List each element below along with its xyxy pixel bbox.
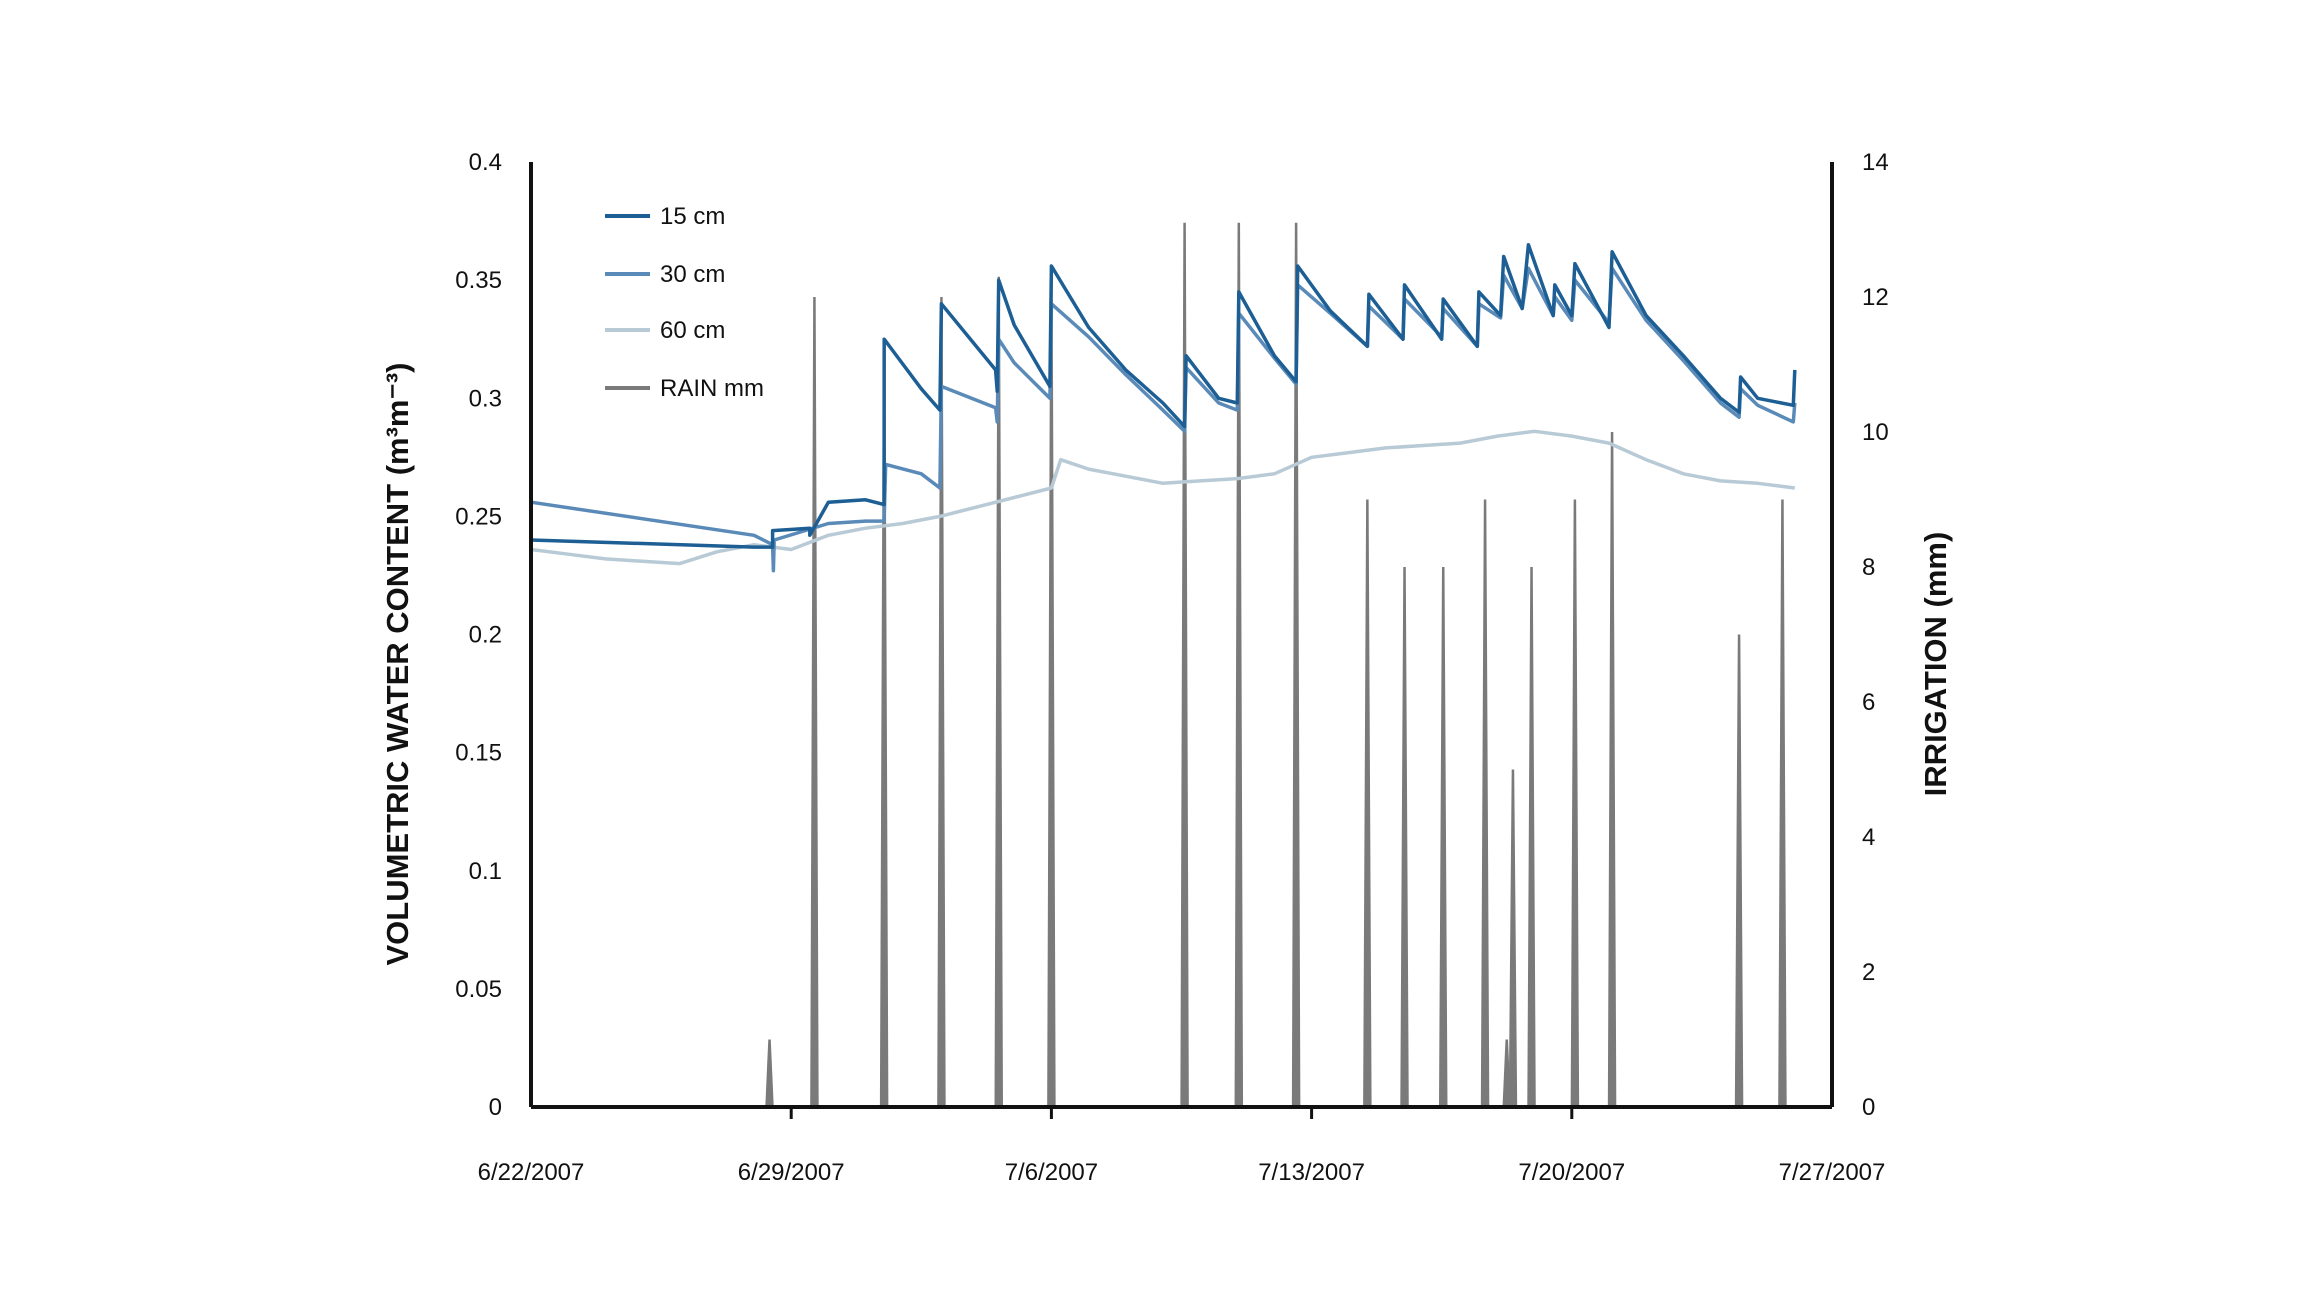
legend-label: 60 cm: [660, 317, 725, 344]
rain-spike: [1480, 499, 1490, 1109]
y2-axis-title: IRRIGATION (mm): [1918, 532, 1953, 797]
rain-spike: [1438, 566, 1448, 1109]
y-tick-label: 0: [489, 1094, 502, 1121]
axes: [529, 162, 1834, 1109]
series-line-60-cm: [530, 429, 1796, 566]
x-tick-label: 7/20/2007: [1518, 1159, 1625, 1186]
rain-spike: [765, 1039, 774, 1109]
x-tick-label: 6/29/2007: [738, 1159, 845, 1186]
y2-tick-label: 2: [1862, 959, 1875, 986]
y2-tick-label: 6: [1862, 689, 1875, 716]
rain-spike: [1508, 769, 1518, 1109]
y2-tick-label: 4: [1862, 824, 1875, 851]
y2-tick-label: 14: [1862, 149, 1889, 176]
y-tick-label: 0.25: [455, 503, 502, 530]
y-tick-label: 0.05: [455, 976, 502, 1003]
y-tick-label: 0.3: [469, 385, 502, 412]
series-line-15-cm: [530, 242, 1797, 549]
rain-spike: [1734, 634, 1744, 1109]
legend-label: 30 cm: [660, 261, 725, 288]
y-axis-title: VOLUMETRIC WATER CONTENT (m³m⁻³): [380, 362, 415, 965]
x-tick-label: 7/27/2007: [1779, 1159, 1886, 1186]
rain-spike: [1570, 499, 1580, 1109]
y2-tick-label: 12: [1862, 284, 1889, 311]
series-line-30-cm: [530, 266, 1797, 573]
y-tick-label: 0.1: [469, 858, 502, 885]
rain-spike: [1400, 566, 1409, 1109]
legend-label: RAIN mm: [660, 375, 764, 402]
tick-labels: 0 0.05 0.1 0.15 0.2 0.25 0.3 0.35 0.4 0 2 4 6 8 10 12 14…: [455, 149, 1888, 1186]
x-tick-label: 7/13/2007: [1258, 1159, 1365, 1186]
y-tick-label: 0.4: [469, 149, 502, 176]
rain-spike: [810, 296, 819, 1109]
y-tick-label: 0.35: [455, 267, 502, 294]
y2-tick-label: 10: [1862, 419, 1889, 446]
rain-spike: [1778, 499, 1787, 1109]
rain-spike: [1527, 566, 1536, 1109]
y-tick-label: 0.15: [455, 740, 502, 767]
y-tick-label: 0.2: [469, 622, 502, 649]
legend: 15 cm 30 cm 60 cm RAIN mm: [605, 203, 764, 402]
rain-spike: [1607, 431, 1617, 1109]
y2-tick-label: 8: [1862, 554, 1875, 581]
x-tick-label: 7/6/2007: [1005, 1159, 1098, 1186]
rain-spike: [1047, 276, 1056, 1109]
moisture-series: [530, 242, 1797, 573]
y2-tick-label: 0: [1862, 1094, 1875, 1121]
x-tick-label: 6/22/2007: [478, 1159, 585, 1186]
legend-label: 15 cm: [660, 203, 725, 230]
rain-spike: [1363, 499, 1372, 1109]
